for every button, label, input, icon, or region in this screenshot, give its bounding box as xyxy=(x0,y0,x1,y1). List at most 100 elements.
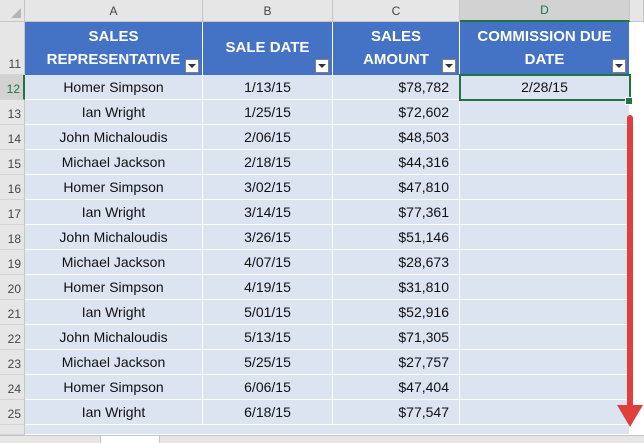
cell-sales-rep[interactable]: Homer Simpson xyxy=(25,175,203,200)
row-header[interactable]: 16 xyxy=(0,175,25,200)
cell-sales-rep[interactable]: Homer Simpson xyxy=(25,275,203,300)
row-header[interactable]: 12 xyxy=(0,75,25,100)
dropdown-arrow-icon xyxy=(615,64,623,68)
cell-sales-amount[interactable]: $77,547 xyxy=(333,400,460,425)
sheet-tab-bar xyxy=(0,435,644,443)
row-header[interactable]: 13 xyxy=(0,100,25,125)
column-header-d[interactable]: D xyxy=(460,0,630,22)
cell-sales-rep[interactable]: Michael Jackson xyxy=(25,250,203,275)
cell-sales-rep[interactable]: John Michaloudis xyxy=(25,225,203,250)
cell-sales-amount[interactable]: $51,146 xyxy=(333,225,460,250)
cell-commission-due[interactable] xyxy=(460,175,630,200)
row-header[interactable]: 18 xyxy=(0,225,25,250)
cell-commission-due[interactable] xyxy=(460,325,630,350)
cell-sales-amount[interactable]: $44,316 xyxy=(333,150,460,175)
cell-sale-date[interactable]: 2/06/15 xyxy=(203,125,333,150)
cell-sales-rep[interactable]: John Michaloudis xyxy=(25,325,203,350)
cell-sale-date[interactable]: 3/14/15 xyxy=(203,200,333,225)
column-header-a[interactable]: A xyxy=(25,0,203,22)
header-sale-date[interactable]: SALE DATE xyxy=(203,22,333,75)
row-header[interactable]: 15 xyxy=(0,150,25,175)
header-line: SALE DATE xyxy=(225,39,310,56)
header-sales-representative[interactable]: SALES REPRESENTATIVE xyxy=(25,22,203,75)
cell-sale-date[interactable]: 3/02/15 xyxy=(203,175,333,200)
column-header-b[interactable]: B xyxy=(203,0,333,22)
row-header[interactable]: 25 xyxy=(0,400,25,425)
cell-sale-date[interactable]: 1/25/15 xyxy=(203,100,333,125)
cell-sales-rep[interactable]: Ian Wright xyxy=(25,200,203,225)
cell-commission-due[interactable] xyxy=(460,125,630,150)
cell-commission-due[interactable] xyxy=(460,250,630,275)
cell-sale-date[interactable]: 6/06/15 xyxy=(203,375,333,400)
cell-commission-due[interactable] xyxy=(460,375,630,400)
filter-dropdown-button[interactable] xyxy=(442,59,456,73)
cell-sales-rep[interactable]: Homer Simpson xyxy=(25,75,203,100)
sheet-tab[interactable] xyxy=(100,436,160,443)
row-header[interactable]: 21 xyxy=(0,300,25,325)
select-all-triangle-icon xyxy=(11,8,21,18)
row-header-11[interactable]: 11 xyxy=(0,22,25,75)
cell-sale-date[interactable]: 6/18/15 xyxy=(203,400,333,425)
column-header-c[interactable]: C xyxy=(333,0,460,22)
header-sales-amount[interactable]: SALES AMOUNT xyxy=(333,22,460,75)
cell-commission-due[interactable] xyxy=(460,400,630,425)
cell-sales-amount[interactable]: $78,782 xyxy=(333,75,460,100)
row-header[interactable]: 22 xyxy=(0,325,25,350)
cell-commission-due[interactable] xyxy=(460,300,630,325)
row-header[interactable]: 23 xyxy=(0,350,25,375)
cell-commission-due[interactable] xyxy=(460,100,630,125)
cell-sales-rep[interactable]: Michael Jackson xyxy=(25,350,203,375)
header-commission-due-date[interactable]: COMMISSION DUE DATE xyxy=(460,22,630,75)
cell-sales-amount[interactable]: $47,404 xyxy=(333,375,460,400)
cell-sales-amount[interactable]: $48,503 xyxy=(333,125,460,150)
selected-cell-border xyxy=(459,74,631,101)
dropdown-arrow-icon xyxy=(445,64,453,68)
header-line: DATE xyxy=(524,50,565,68)
row-header[interactable] xyxy=(0,425,25,435)
cell-commission-due[interactable] xyxy=(460,225,630,250)
cell-sales-amount[interactable]: $31,810 xyxy=(333,275,460,300)
cell-sale-date[interactable]: 5/25/15 xyxy=(203,350,333,375)
row-header[interactable]: 24 xyxy=(0,375,25,400)
cell-sales-amount[interactable]: $27,757 xyxy=(333,350,460,375)
header-line: SALES xyxy=(88,27,139,45)
header-line: REPRESENTATIVE xyxy=(46,50,181,68)
fill-handle[interactable] xyxy=(625,97,633,105)
filter-dropdown-button[interactable] xyxy=(315,59,329,73)
cell-sales-amount[interactable]: $72,602 xyxy=(333,100,460,125)
row-header[interactable]: 17 xyxy=(0,200,25,225)
cell-sales-amount[interactable]: $47,810 xyxy=(333,175,460,200)
cell-sale-date[interactable]: 4/07/15 xyxy=(203,250,333,275)
cell-commission-due[interactable] xyxy=(460,350,630,375)
row-header[interactable]: 14 xyxy=(0,125,25,150)
cell-commission-due[interactable] xyxy=(460,150,630,175)
cell-sales-amount[interactable]: $71,305 xyxy=(333,325,460,350)
cell-sales-rep[interactable]: Michael Jackson xyxy=(25,150,203,175)
cell-sales-amount[interactable]: $28,673 xyxy=(333,250,460,275)
cell-sales-amount[interactable]: $77,361 xyxy=(333,200,460,225)
cell-sales-rep[interactable]: Ian Wright xyxy=(25,100,203,125)
cell-sales-rep[interactable]: Ian Wright xyxy=(25,400,203,425)
row-header[interactable]: 19 xyxy=(0,250,25,275)
cell-sales-rep[interactable]: Homer Simpson xyxy=(25,375,203,400)
select-all-corner[interactable] xyxy=(0,0,25,22)
cell-sale-date[interactable]: 4/19/15 xyxy=(203,275,333,300)
cell-sale-date[interactable]: 2/18/15 xyxy=(203,150,333,175)
cell-sale-date[interactable]: 3/26/15 xyxy=(203,225,333,250)
column-header-e[interactable] xyxy=(630,0,644,22)
cell-sale-date[interactable]: 1/13/15 xyxy=(203,75,333,100)
cell-sales-rep[interactable]: Ian Wright xyxy=(25,300,203,325)
header-line: COMMISSION DUE xyxy=(477,27,612,45)
cell-sales-rep[interactable]: John Michaloudis xyxy=(25,125,203,150)
dropdown-arrow-icon xyxy=(188,64,196,68)
filter-dropdown-button[interactable] xyxy=(185,59,199,73)
cell-commission-due[interactable] xyxy=(460,200,630,225)
cell-commission-due[interactable] xyxy=(460,275,630,300)
filter-dropdown-button[interactable] xyxy=(612,59,626,73)
cell-sale-date[interactable]: 5/01/15 xyxy=(203,300,333,325)
header-line: SALES xyxy=(370,27,421,45)
cell-sales-amount[interactable]: $52,916 xyxy=(333,300,460,325)
row-header[interactable]: 20 xyxy=(0,275,25,300)
header-line: AMOUNT xyxy=(363,50,429,68)
cell-sale-date[interactable]: 5/13/15 xyxy=(203,325,333,350)
